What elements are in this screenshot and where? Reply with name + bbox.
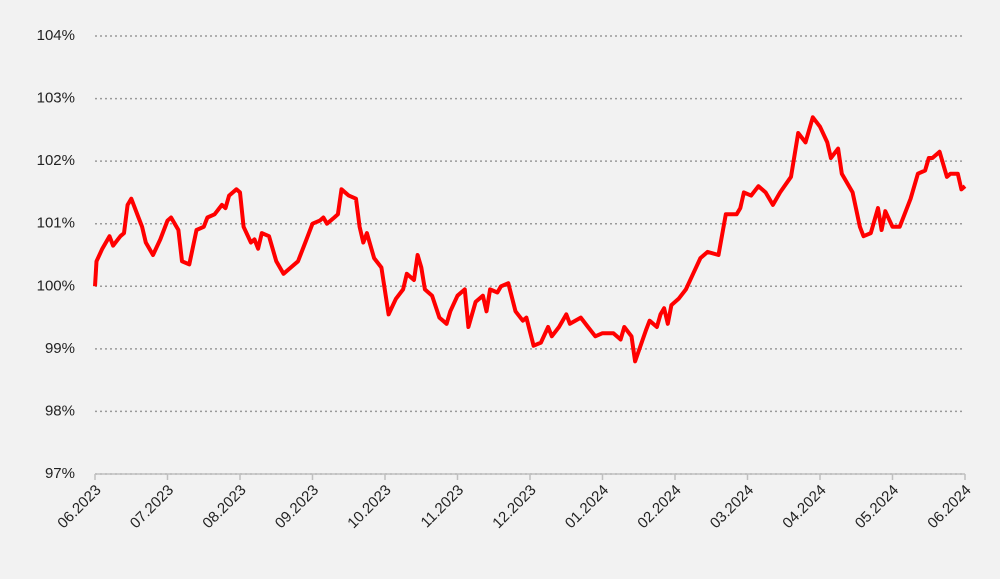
y-tick-label: 97% — [45, 465, 75, 482]
y-tick-label: 102% — [37, 152, 75, 169]
y-tick-label: 101% — [37, 215, 75, 232]
y-tick-label: 104% — [37, 27, 75, 44]
y-tick-label: 98% — [45, 402, 75, 419]
y-tick-label: 100% — [37, 277, 75, 294]
y-tick-label: 103% — [37, 90, 75, 107]
line — [93, 115, 967, 364]
y-tick-label: 99% — [45, 340, 75, 357]
